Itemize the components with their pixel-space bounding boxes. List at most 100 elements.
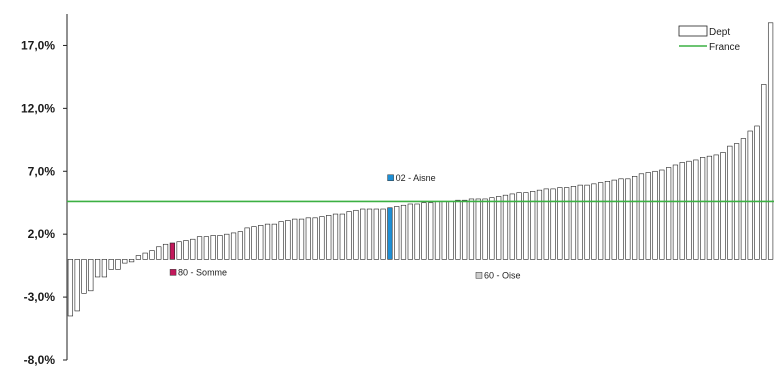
bar xyxy=(462,199,468,260)
bar xyxy=(278,221,284,260)
bar xyxy=(122,259,128,264)
annotation-label: 60 - Oise xyxy=(484,270,521,280)
bar xyxy=(632,176,638,260)
bar xyxy=(740,138,747,260)
bar xyxy=(448,201,454,260)
y-tick-label: -3,0% xyxy=(24,290,56,304)
bar xyxy=(264,223,271,260)
bar xyxy=(217,235,223,260)
bar xyxy=(251,226,257,260)
annotation-label: 80 - Somme xyxy=(178,267,227,277)
bar xyxy=(550,188,556,260)
bar xyxy=(604,181,611,260)
y-tick-label: 7,0% xyxy=(28,164,56,178)
bars xyxy=(67,22,774,317)
bar xyxy=(210,235,216,260)
bar xyxy=(326,215,332,260)
bar xyxy=(638,173,645,260)
y-tick-label: -8,0% xyxy=(24,353,56,367)
bar xyxy=(94,259,101,278)
legend-france-label: France xyxy=(709,42,741,53)
bar xyxy=(598,182,604,260)
bar xyxy=(162,243,169,260)
bar xyxy=(502,194,509,260)
bar xyxy=(230,232,237,260)
bar xyxy=(183,240,189,260)
bar xyxy=(767,22,774,260)
bar xyxy=(108,259,114,270)
bar xyxy=(298,218,305,260)
bar xyxy=(496,196,502,260)
bar xyxy=(645,172,651,260)
bar xyxy=(618,178,624,260)
bar xyxy=(128,259,135,263)
bar xyxy=(455,199,461,260)
bar xyxy=(400,204,407,260)
bar xyxy=(706,155,713,260)
bar xyxy=(366,208,373,260)
legend-dept-label: Dept xyxy=(709,27,730,38)
bar xyxy=(312,217,318,260)
bar xyxy=(380,208,386,260)
bar xyxy=(652,170,658,260)
bar xyxy=(271,223,277,260)
annotation-swatch xyxy=(475,272,483,279)
bar xyxy=(509,193,515,260)
bar xyxy=(88,259,94,292)
bar xyxy=(700,157,706,260)
bar xyxy=(407,203,413,260)
bar xyxy=(373,208,379,260)
y-tick-label: 2,0% xyxy=(28,227,56,241)
bar xyxy=(720,152,726,260)
bar xyxy=(305,217,311,260)
bar xyxy=(727,145,733,260)
bar xyxy=(754,125,760,260)
bar xyxy=(428,202,434,260)
annotation-label: 02 - Aisne xyxy=(396,173,436,183)
bar xyxy=(319,216,325,260)
bar xyxy=(434,201,441,260)
bar xyxy=(489,197,495,260)
bar xyxy=(135,255,141,260)
bar xyxy=(196,236,203,260)
bar xyxy=(67,259,74,317)
bar xyxy=(190,238,196,260)
bar xyxy=(176,241,182,260)
annotations: 80 - Somme 02 - Aisne 60 - Oise xyxy=(169,173,521,280)
bar xyxy=(101,259,108,278)
bar xyxy=(360,208,366,260)
bar xyxy=(353,209,359,260)
bar xyxy=(564,187,570,260)
bar xyxy=(761,84,767,260)
legend-dept-swatch xyxy=(678,25,708,37)
y-tick-label: 12,0% xyxy=(21,101,55,115)
bar xyxy=(659,169,665,260)
bar xyxy=(570,186,577,260)
bar xyxy=(258,225,264,260)
bar xyxy=(292,218,298,260)
bar xyxy=(693,159,699,260)
bar xyxy=(672,164,679,260)
bar xyxy=(625,178,631,260)
bar xyxy=(523,192,529,260)
bar xyxy=(394,206,400,260)
bar xyxy=(81,259,87,294)
bar xyxy=(156,246,162,260)
y-axis: 17,0% 12,0% 7,0% 2,0% -3,0% -8,0% xyxy=(21,14,68,367)
bar xyxy=(169,242,175,260)
bar xyxy=(611,179,617,260)
bar xyxy=(237,231,243,260)
bar xyxy=(666,167,672,260)
bar xyxy=(591,183,597,260)
bar xyxy=(421,202,427,260)
bar xyxy=(584,184,590,260)
bar xyxy=(482,198,488,260)
bar xyxy=(713,154,719,260)
bar xyxy=(686,160,692,260)
bar xyxy=(74,259,80,312)
bar xyxy=(557,187,563,260)
bar xyxy=(577,184,583,260)
bar xyxy=(414,203,420,260)
bar xyxy=(244,227,250,260)
bar xyxy=(142,252,148,260)
